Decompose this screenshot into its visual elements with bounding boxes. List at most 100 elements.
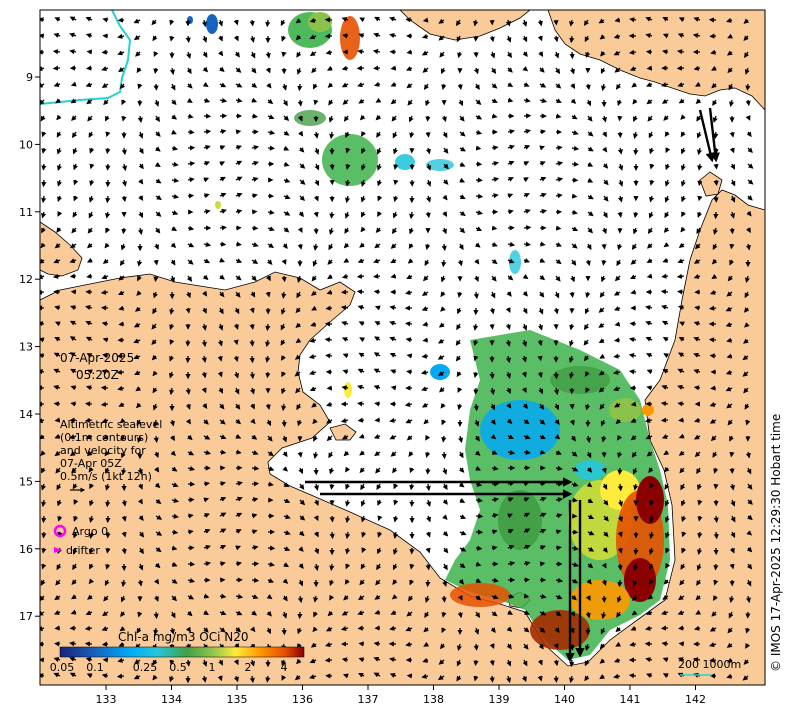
velocity-arrow (217, 355, 223, 362)
velocity-arrow (555, 225, 562, 231)
velocity-arrow (69, 49, 77, 55)
velocity-arrow (171, 114, 178, 120)
velocity-arrow (201, 339, 207, 348)
velocity-arrow (327, 274, 333, 280)
velocity-arrow (473, 643, 479, 651)
velocity-arrow (713, 531, 719, 540)
credit-text: © IMOS 17-Apr-2025 12:29:30 Hobart time (769, 414, 783, 672)
velocity-arrow (187, 259, 194, 265)
velocity-arrow (374, 243, 381, 249)
velocity-arrow (54, 321, 61, 327)
velocity-arrow (617, 563, 623, 571)
velocity-arrow (202, 659, 208, 667)
velocity-arrow (356, 273, 365, 279)
velocity-arrow (134, 306, 141, 312)
velocity-arrow (359, 450, 365, 456)
velocity-arrow (54, 450, 61, 457)
velocity-arrow (187, 529, 194, 535)
velocity-arrow (154, 451, 159, 459)
velocity-arrow (267, 435, 273, 442)
velocity-arrow (617, 483, 623, 492)
velocity-arrow (325, 353, 333, 359)
velocity-arrow (745, 83, 751, 91)
velocity-arrow (234, 371, 240, 379)
velocity-arrow (342, 33, 349, 39)
velocity-arrow (249, 387, 255, 395)
velocity-arrow (296, 658, 302, 665)
velocity-arrow (633, 211, 639, 219)
velocity-arrow (89, 499, 94, 507)
velocity-arrow (203, 497, 210, 503)
velocity-arrow (390, 65, 397, 71)
velocity-arrow (296, 67, 302, 75)
velocity-arrow (299, 483, 305, 490)
velocity-arrow (251, 275, 257, 282)
velocity-arrow (233, 35, 239, 42)
velocity-arrow (186, 291, 191, 299)
velocity-arrow (72, 547, 78, 555)
velocity-arrow (219, 145, 226, 151)
velocity-arrow (151, 354, 158, 361)
velocity-arrow (155, 546, 162, 553)
velocity-arrow (309, 337, 317, 343)
velocity-arrow (121, 227, 127, 235)
velocity-arrow (361, 131, 366, 137)
velocity-arrow (56, 147, 62, 155)
velocity-arrow (120, 611, 126, 618)
velocity-arrow (171, 226, 178, 231)
velocity-arrow (249, 339, 255, 347)
velocity-arrow (101, 321, 109, 327)
velocity-arrow (121, 467, 127, 476)
velocity-arrow (138, 483, 143, 490)
velocity-arrow (697, 515, 703, 522)
velocity-arrow (409, 483, 415, 491)
velocity-arrow (121, 515, 127, 522)
velocity-arrow (202, 307, 207, 314)
velocity-arrow (138, 195, 144, 201)
colorbar-tick-label: 0.1 (86, 661, 104, 674)
velocity-arrow (235, 176, 243, 182)
velocity-arrow (85, 16, 93, 22)
velocity-arrow (283, 130, 290, 136)
velocity-arrow (340, 418, 349, 424)
velocity-arrow (327, 82, 334, 88)
velocity-arrow (235, 192, 243, 198)
velocity-arrow (280, 307, 286, 315)
x-tick-label: 136 (292, 693, 313, 706)
velocity-arrow (329, 594, 335, 601)
velocity-arrow (73, 499, 79, 505)
velocity-arrow (56, 227, 62, 233)
velocity-arrow (326, 401, 333, 407)
velocity-arrow (281, 387, 286, 395)
altimetry-line-2: (0.1m contours) (60, 431, 148, 444)
velocity-arrow (295, 307, 301, 314)
velocity-arrow (283, 145, 290, 151)
velocity-arrow (475, 545, 483, 551)
velocity-arrow (53, 610, 61, 615)
velocity-arrow (571, 497, 578, 503)
colorbar-tick-label: 0.05 (50, 661, 75, 674)
velocity-arrow (265, 371, 271, 379)
velocity-arrow (708, 337, 717, 343)
velocity-arrow (170, 83, 176, 91)
velocity-arrow (71, 467, 77, 474)
velocity-arrow (69, 352, 77, 358)
velocity-arrow (72, 563, 78, 571)
velocity-arrow (326, 289, 333, 295)
velocity-arrow (297, 627, 303, 635)
velocity-arrow (361, 515, 366, 523)
velocity-arrow (569, 35, 575, 44)
velocity-arrow (294, 371, 301, 377)
velocity-arrow (327, 259, 333, 265)
velocity-arrow (297, 243, 303, 250)
velocity-arrow (137, 611, 143, 618)
velocity-arrow (153, 67, 159, 74)
velocity-arrow (425, 563, 431, 571)
velocity-arrow (345, 195, 351, 204)
velocity-arrow (170, 450, 176, 457)
velocity-arrow (101, 66, 109, 72)
velocity-arrow (614, 337, 621, 343)
velocity-arrow (251, 242, 259, 248)
velocity-arrow (219, 434, 227, 440)
velocity-arrow (171, 513, 179, 519)
